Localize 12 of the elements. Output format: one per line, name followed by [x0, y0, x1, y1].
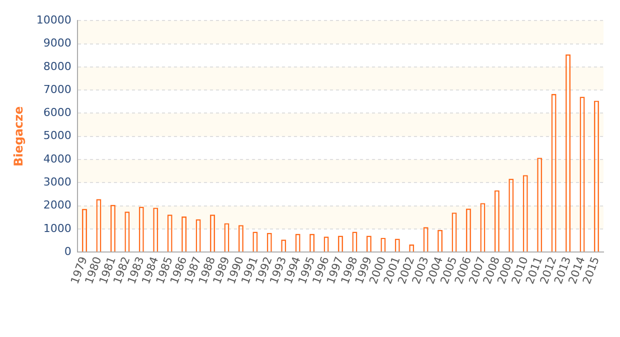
y-tick-label: 2000	[43, 198, 72, 212]
y-tick-label: 10000	[36, 13, 72, 26]
y-tick-label: 0	[64, 245, 72, 258]
y-tick-label: 9000	[43, 36, 72, 50]
y-tick-label: 7000	[43, 82, 72, 96]
y-tick-label: 8000	[43, 60, 72, 73]
y-tick-label: 5000	[43, 129, 72, 142]
y-tick-label: 1000	[43, 222, 72, 235]
y-tick-label: 4000	[43, 152, 72, 166]
y-tick-label: 3000	[43, 176, 72, 189]
y-axis-title: Biegacze	[11, 106, 26, 167]
y-tick-label: 6000	[43, 106, 72, 120]
